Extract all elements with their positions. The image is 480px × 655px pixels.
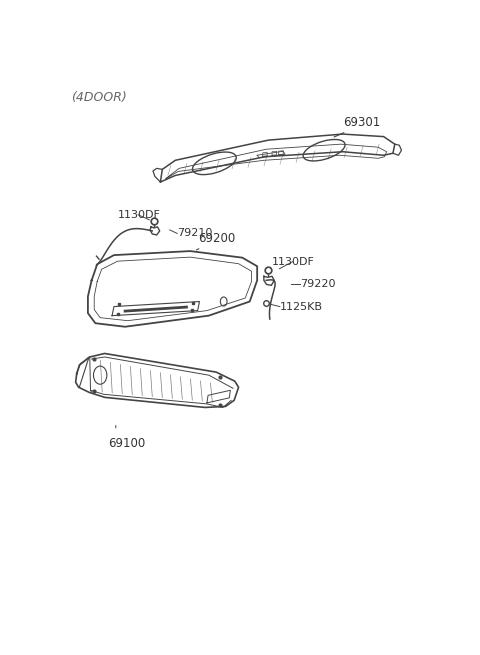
Text: (4DOOR): (4DOOR) bbox=[71, 91, 127, 104]
Text: 1125KB: 1125KB bbox=[279, 301, 323, 312]
Text: 1130DF: 1130DF bbox=[118, 210, 160, 220]
Text: 79220: 79220 bbox=[300, 279, 336, 289]
Text: 1130DF: 1130DF bbox=[272, 257, 315, 267]
Text: 69200: 69200 bbox=[198, 232, 235, 245]
Text: 69100: 69100 bbox=[108, 437, 145, 450]
Text: 69301: 69301 bbox=[343, 116, 380, 129]
Text: 79210: 79210 bbox=[177, 229, 213, 238]
